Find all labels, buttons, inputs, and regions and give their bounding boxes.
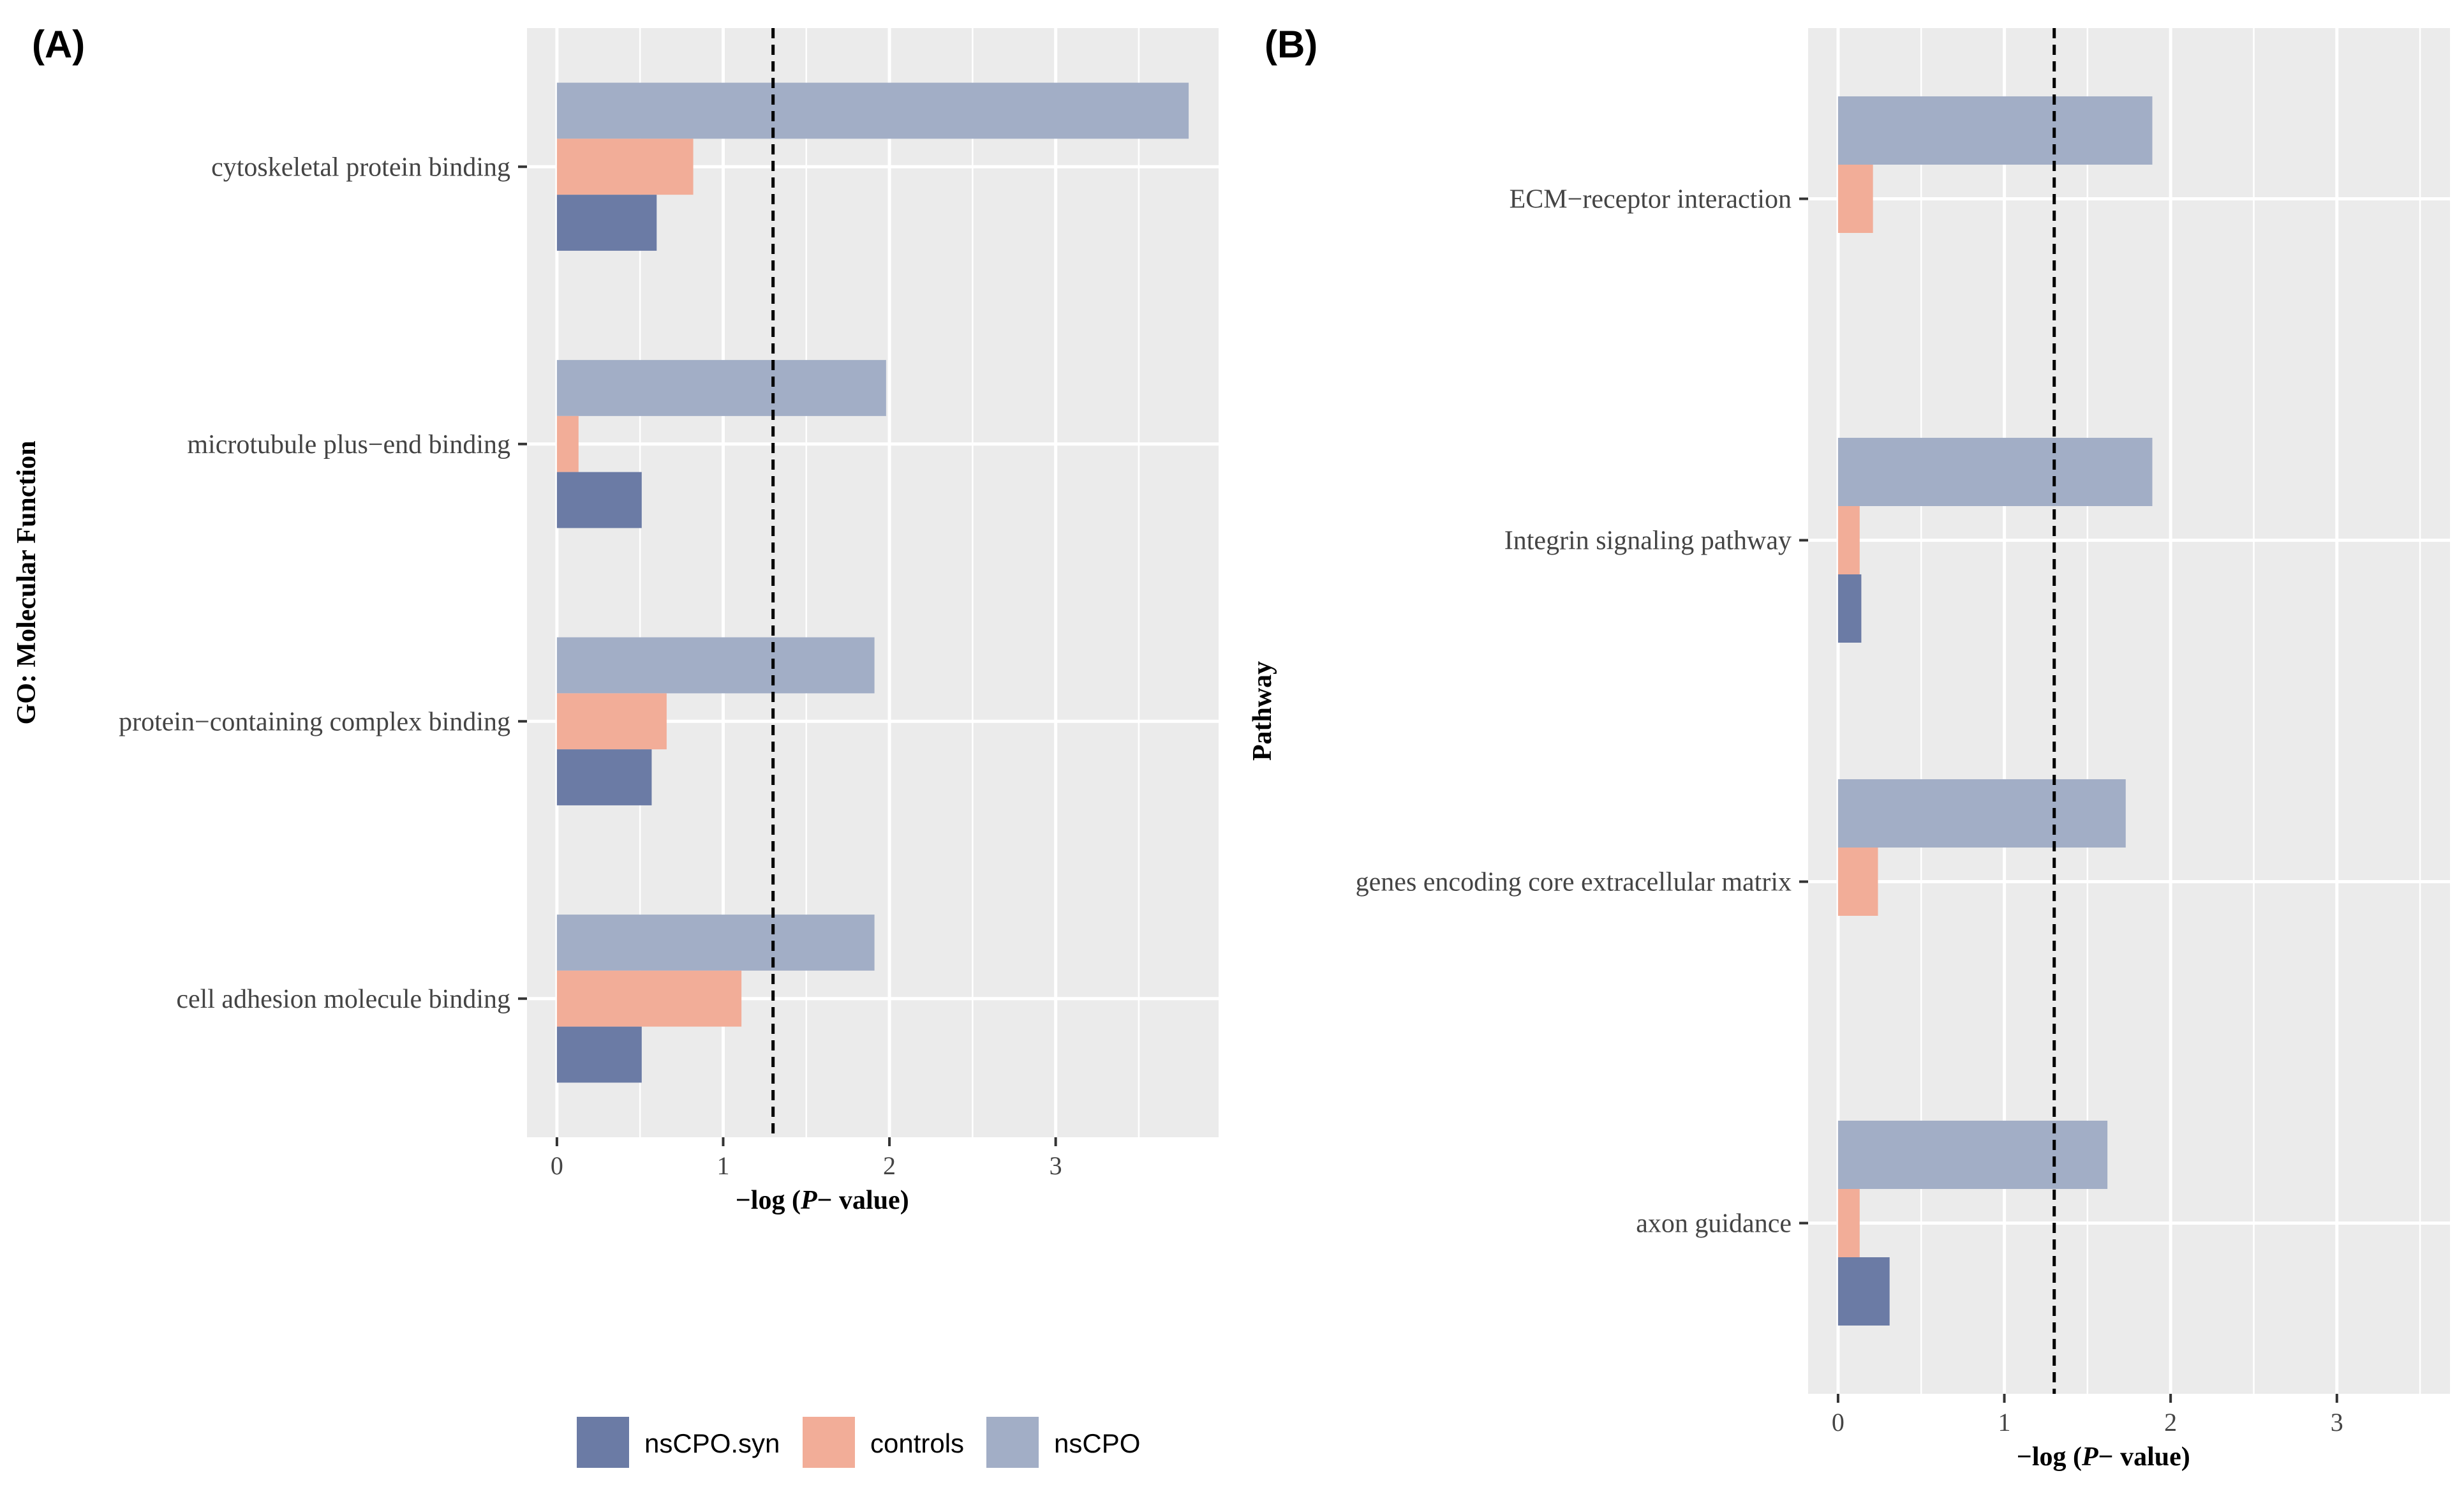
x-tick-label-0: 0 (551, 1151, 563, 1180)
panel-a-category-labels: cytoskeletal protein binding microtubule … (119, 153, 527, 1014)
panel-b: (B) ECM−receptor interaction Integrin sig… (1248, 23, 2450, 1472)
bar-controls-protein-containing-complex-binding (556, 693, 667, 750)
panel-b-bars (1837, 96, 2153, 1326)
legend-key-controls (803, 1417, 855, 1468)
bar-nscpo-syn-cell-adhesion-molecule-binding (556, 1026, 642, 1083)
panel-b-x-axis-title: −log (P− value) (2017, 1442, 2190, 1472)
x-tick-label-3: 3 (1050, 1151, 1062, 1180)
category-label-axon-guidance: axon guidance (1636, 1209, 1792, 1239)
bar-nscpo-syn-microtubule-plus-end-binding (556, 472, 642, 528)
bar-controls-integrin-signaling-pathway (1837, 506, 1860, 574)
panel-a-x-axis-title: −log (P− value) (736, 1186, 909, 1215)
bar-controls-cytoskeletal-protein-binding (556, 138, 694, 195)
x-tick-label-1: 1 (716, 1151, 729, 1180)
bar-nscpo-cell-adhesion-molecule-binding (556, 915, 875, 971)
legend-key-nscpo-syn (577, 1417, 629, 1468)
bar-controls-microtubule-plus-end-binding (556, 415, 579, 472)
legend-key-nscpo (986, 1417, 1039, 1468)
bar-nscpo-protein-containing-complex-binding (556, 637, 875, 694)
legend: nsCPO.syn controls nsCPO (577, 1417, 1140, 1468)
panel-a-bars (556, 82, 1189, 1083)
category-label-microtubule-plus-end-binding: microtubule plus−end binding (187, 430, 510, 460)
category-label-protein-containing-complex-binding: protein−containing complex binding (119, 707, 510, 736)
x-tick-label-0: 0 (1832, 1408, 1844, 1437)
bar-nscpo-microtubule-plus-end-binding (556, 360, 886, 416)
category-label-cytoskeletal-protein-binding: cytoskeletal protein binding (211, 153, 510, 182)
panel-b-tag: (B) (1265, 23, 1317, 66)
bar-nscpo-genes-encoding-core-extracellular-matrix (1837, 779, 2126, 848)
bar-controls-cell-adhesion-molecule-binding (556, 970, 742, 1027)
bar-nscpo-cytoskeletal-protein-binding (556, 82, 1189, 139)
panel-a-x-ticks: 0 1 2 3 (551, 1137, 1062, 1180)
bar-nscpo-syn-integrin-signaling-pathway (1837, 574, 1862, 643)
legend-label-nscpo: nsCPO (1054, 1428, 1140, 1458)
legend-label-nscpo-syn: nsCPO.syn (644, 1428, 780, 1458)
bar-controls-ecm-receptor-interaction (1837, 165, 1873, 233)
bar-nscpo-axon-guidance (1837, 1121, 2108, 1189)
bar-nscpo-syn-cytoskeletal-protein-binding (556, 195, 657, 251)
panel-b-x-ticks: 0 1 2 3 (1832, 1394, 2343, 1437)
x-tick-label-1: 1 (1998, 1408, 2011, 1437)
panel-a-y-axis-title: GO: Molecular Function (12, 441, 41, 725)
x-tick-label-2: 2 (883, 1151, 896, 1180)
bar-nscpo-syn-axon-guidance (1837, 1257, 1890, 1326)
category-label-genes-encoding-core-extracellular-matrix: genes encoding core extracellular matrix (1356, 868, 1792, 897)
panel-b-y-axis-title: Pathway (1248, 661, 1277, 761)
category-label-ecm-receptor-interaction: ECM−receptor interaction (1510, 185, 1792, 214)
panel-a: (A) cytoskeletal protein binding microtub… (12, 23, 1219, 1215)
category-label-integrin-signaling-pathway: Integrin signaling pathway (1504, 527, 1792, 556)
panel-a-tag: (A) (32, 23, 85, 66)
category-label-cell-adhesion-molecule-binding: cell adhesion molecule binding (176, 985, 510, 1014)
bar-controls-axon-guidance (1837, 1189, 1860, 1257)
bar-nscpo-integrin-signaling-pathway (1837, 438, 2153, 506)
bar-nscpo-ecm-receptor-interaction (1837, 96, 2153, 165)
x-tick-label-2: 2 (2164, 1408, 2177, 1437)
bar-nscpo-syn-protein-containing-complex-binding (556, 749, 652, 805)
legend-label-controls: controls (870, 1428, 964, 1458)
x-tick-label-3: 3 (2331, 1408, 2343, 1437)
bar-controls-genes-encoding-core-extracellular-matrix (1837, 848, 1878, 916)
panel-b-category-labels: ECM−receptor interaction Integrin signali… (1356, 185, 1808, 1239)
